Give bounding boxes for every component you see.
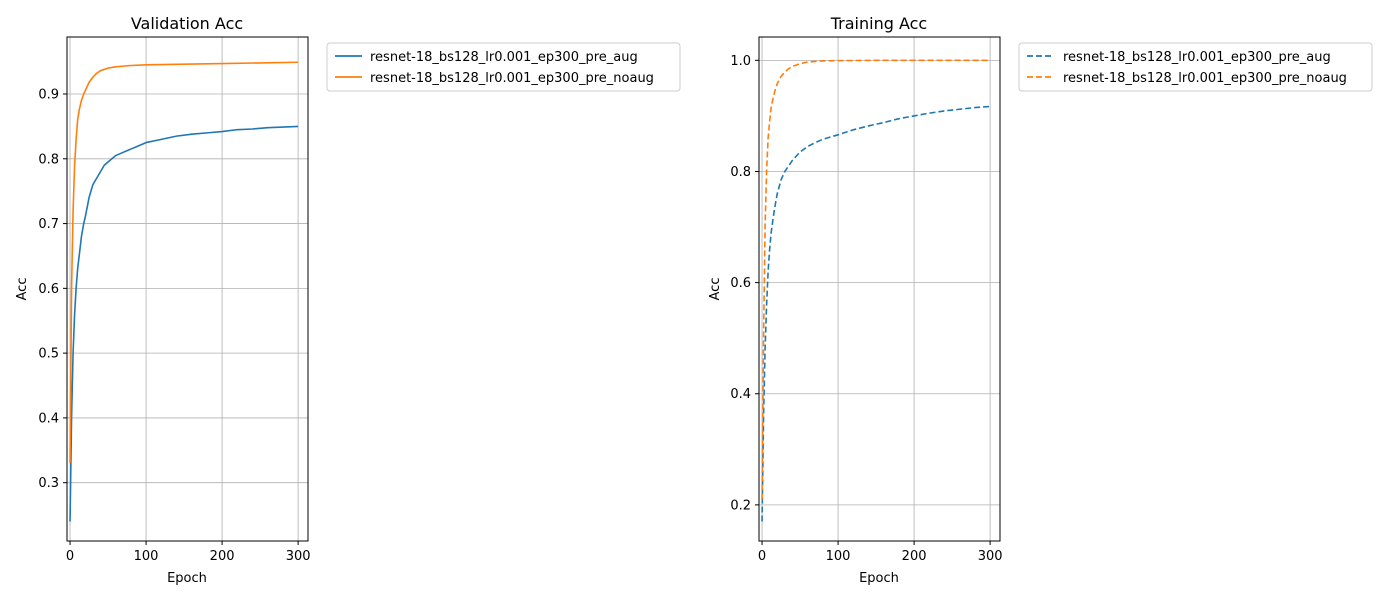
validation-x-tick-label: 0	[66, 549, 74, 564]
training-plot-frame	[758, 36, 1001, 542]
training-y-tick-label: 0.4	[730, 387, 751, 402]
training-y-tick-label: 0.2	[730, 498, 751, 513]
training-series-group	[761, 59, 991, 522]
validation-ticks: 0 100 200 300 0.3 0.4 0.5 0.6 0.7 0.8 0.9	[38, 88, 310, 564]
validation-title: Validation Acc	[131, 14, 243, 33]
validation-y-tick-label: 0.4	[38, 411, 59, 426]
validation-y-tick-label: 0.5	[38, 347, 59, 362]
validation-series-noaug-line	[69, 61, 299, 464]
validation-x-axis-label: Epoch	[167, 571, 207, 586]
validation-y-tick-label: 0.8	[38, 152, 59, 167]
training-y-tick-label: 0.8	[730, 165, 751, 180]
training-x-tick-label: 100	[826, 549, 851, 564]
training-series-noaug-line	[761, 59, 991, 500]
training-series-aug-line	[761, 105, 991, 522]
training-grid	[759, 37, 1000, 541]
validation-legend-box	[326, 42, 681, 92]
training-title: Training Acc	[830, 14, 927, 33]
training-x-tick-label: 300	[978, 549, 1003, 564]
training-x-axis-label: Epoch	[859, 571, 899, 586]
validation-legend: resnet-18_bs128_lr0.001_ep300_pre_aug re…	[326, 42, 681, 92]
validation-x-tick-label: 100	[134, 549, 159, 564]
validation-panel: 0 100 200 300 0.3 0.4 0.5 0.6 0.7 0.8 0.9 Validati…	[15, 14, 681, 586]
training-y-tick-label: 0.6	[730, 276, 751, 291]
training-x-tick-label: 200	[902, 549, 927, 564]
training-y-tick-label: 1.0	[730, 54, 751, 69]
validation-y-tick-label: 0.3	[38, 476, 59, 491]
training-legend: resnet-18_bs128_lr0.001_ep300_pre_aug re…	[1018, 42, 1373, 92]
validation-series-group	[69, 61, 299, 522]
validation-y-tick-label: 0.7	[38, 217, 59, 232]
validation-plot-frame	[66, 36, 309, 542]
validation-y-tick-label: 0.6	[38, 282, 59, 297]
validation-y-axis-label: Acc	[15, 278, 30, 301]
training-panel: 0 100 200 300 0.2 0.4 0.6 0.8 1.0 Training Acc E…	[708, 14, 1373, 586]
validation-legend-label-aug: resnet-18_bs128_lr0.001_ep300_pre_aug	[370, 50, 638, 65]
training-legend-box	[1018, 42, 1373, 92]
training-x-tick-label: 0	[758, 549, 766, 564]
training-y-axis-label: Acc	[708, 278, 723, 301]
training-ticks: 0 100 200 300 0.2 0.4 0.6 0.8 1.0	[730, 54, 1002, 564]
validation-y-tick-label: 0.9	[38, 88, 59, 103]
training-legend-label-aug: resnet-18_bs128_lr0.001_ep300_pre_aug	[1063, 50, 1331, 65]
validation-legend-label-noaug: resnet-18_bs128_lr0.001_ep300_pre_noaug	[370, 71, 654, 86]
validation-x-tick-label: 200	[210, 549, 235, 564]
validation-grid	[67, 37, 308, 541]
validation-x-tick-label: 300	[286, 549, 311, 564]
validation-series-aug-line	[69, 125, 299, 522]
training-legend-label-noaug: resnet-18_bs128_lr0.001_ep300_pre_noaug	[1063, 71, 1347, 86]
